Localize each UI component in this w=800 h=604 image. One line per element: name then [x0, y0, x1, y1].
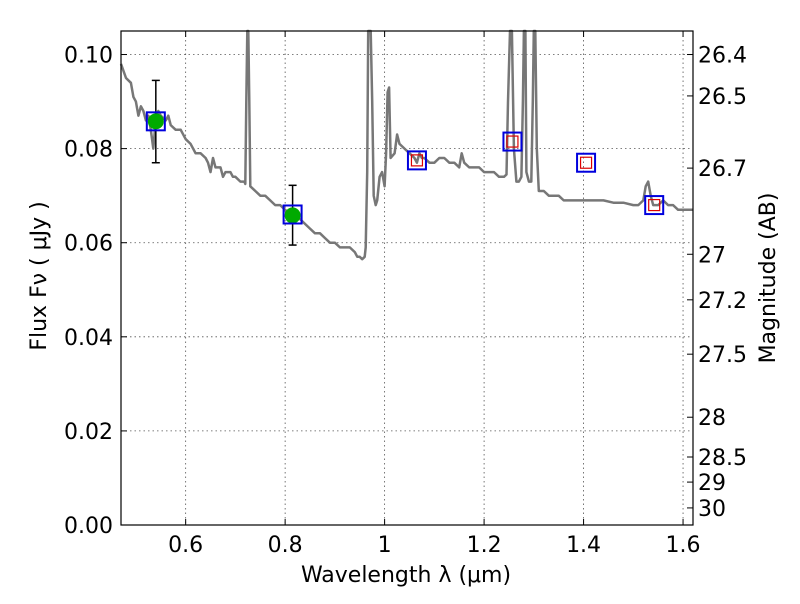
y-tick-label: 0.02 — [64, 420, 113, 445]
y-axis-label: Flux Fν ( μJy ) — [27, 201, 52, 350]
y-tick-label: 0.00 — [64, 514, 113, 539]
observed-point — [284, 207, 301, 224]
right-tick-label: 26.4 — [698, 44, 747, 69]
model-point — [145, 111, 166, 132]
x-tick-label: 0.8 — [268, 533, 303, 558]
limit-point — [648, 198, 661, 212]
right-tick-label: 29 — [698, 471, 726, 496]
x-tick-label: 1.2 — [467, 533, 502, 558]
limit-point — [579, 156, 593, 169]
grid-layer — [121, 31, 693, 525]
model-point — [576, 152, 597, 173]
model-point — [644, 195, 665, 216]
limit-point — [506, 135, 519, 148]
x-tick-label: 0.6 — [168, 533, 203, 558]
right-tick-label: 27.5 — [698, 343, 747, 368]
x-tick-label: 1.4 — [566, 533, 601, 558]
tick-layer: 0.6 0.8 1 1.2 1.4 1.6 0.00 0.02 0.04 0.06 0.08 0.10… — [64, 31, 747, 558]
model-point — [282, 204, 303, 225]
x-axis-label: Wavelength λ (μm) — [301, 563, 511, 588]
right-tick-label: 30 — [698, 497, 726, 522]
x-tick-label: 1 — [378, 533, 392, 558]
model-point — [502, 131, 523, 152]
spectrum-line — [119, 29, 693, 261]
observed-point — [147, 113, 164, 130]
right-tick-label: 27.2 — [698, 289, 747, 314]
right-tick-label: 27 — [698, 243, 726, 268]
y-tick-label: 0.06 — [64, 232, 113, 257]
limit-point — [410, 154, 424, 167]
y-tick-label: 0.08 — [64, 138, 113, 163]
right-tick-label: 28.5 — [698, 446, 747, 471]
right-axis-label: Magnitude (AB) — [756, 193, 781, 364]
y-tick-label: 0.04 — [64, 326, 113, 351]
right-tick-label: 28 — [698, 406, 726, 431]
x-tick-label: 1.6 — [666, 533, 701, 558]
series-layer — [119, 29, 693, 261]
right-tick-label: 26.5 — [698, 85, 747, 110]
right-tick-label: 26.7 — [698, 157, 747, 182]
y-tick-label: 0.10 — [64, 44, 113, 69]
plot-frame — [120, 30, 694, 526]
model-point — [406, 150, 427, 171]
marker-layer — [145, 79, 665, 246]
